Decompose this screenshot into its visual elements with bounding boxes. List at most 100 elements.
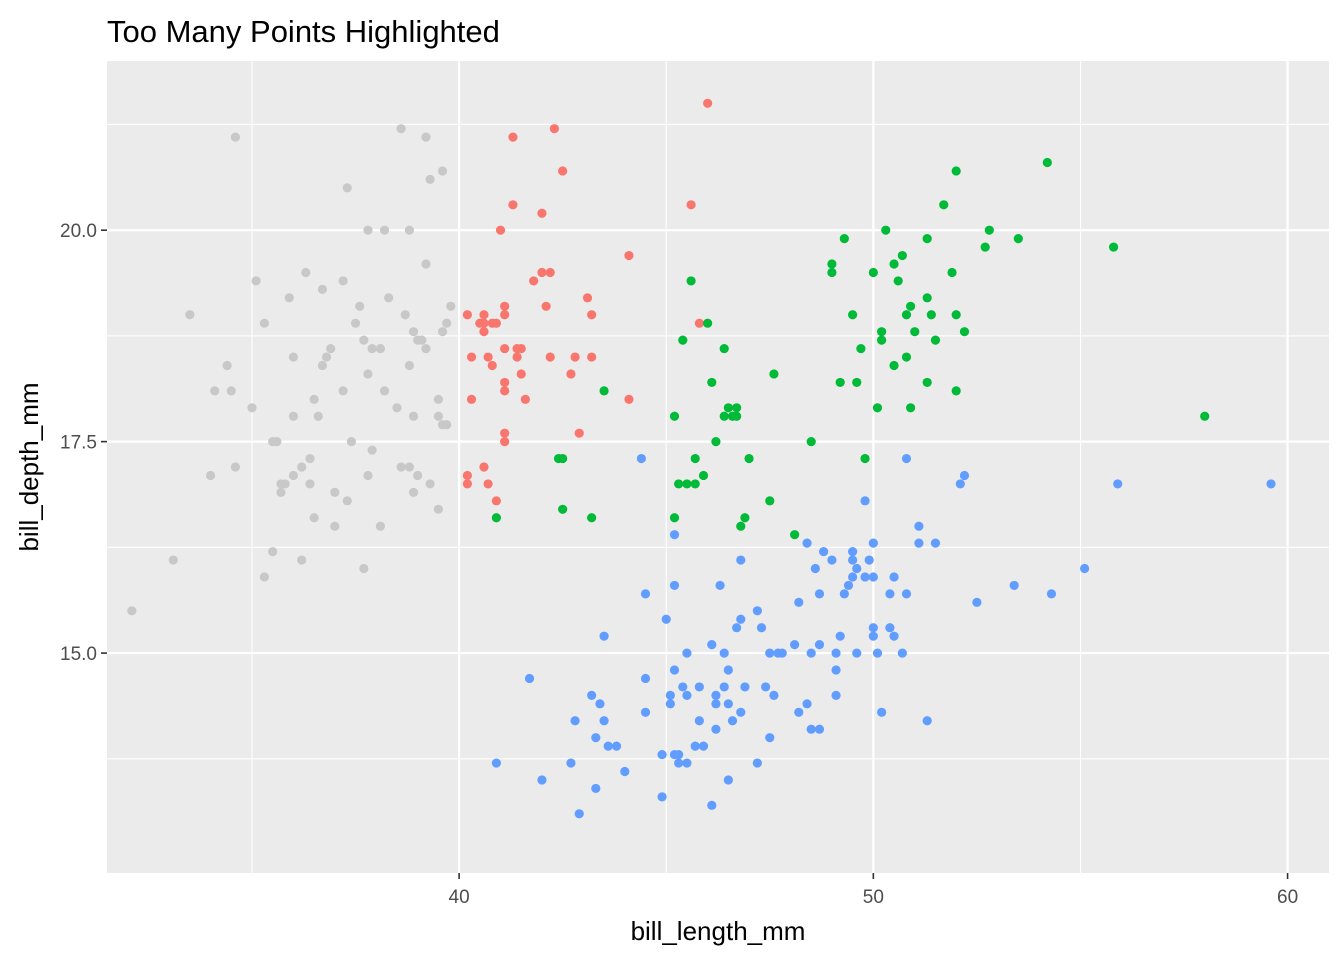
data-point — [259, 318, 270, 328]
data-point — [669, 530, 680, 540]
y-axis-title: bill_depth_mm — [14, 382, 44, 551]
data-point — [317, 284, 328, 294]
data-point — [777, 648, 787, 658]
data-point — [591, 733, 601, 743]
data-point — [1200, 411, 1210, 421]
data-point — [877, 327, 887, 337]
data-point — [433, 394, 443, 404]
data-point — [491, 318, 501, 328]
data-point — [404, 462, 414, 472]
data-point — [984, 225, 994, 235]
data-point — [545, 267, 555, 278]
major-gridlines — [107, 61, 1329, 873]
data-point — [736, 521, 746, 531]
data-point — [678, 335, 688, 345]
data-point — [574, 428, 584, 438]
data-point — [280, 479, 290, 489]
data-point — [587, 352, 597, 362]
data-point — [719, 682, 729, 692]
data-point — [860, 496, 870, 506]
data-point — [765, 496, 775, 506]
data-point — [384, 293, 394, 303]
data-point — [210, 386, 220, 396]
data-point — [288, 352, 299, 362]
data-point — [885, 623, 895, 633]
data-point — [1266, 479, 1276, 489]
data-point — [959, 470, 970, 481]
data-point — [1009, 580, 1019, 591]
data-point — [930, 538, 941, 548]
data-point — [703, 98, 713, 108]
data-point — [309, 394, 319, 404]
data-point — [723, 403, 733, 413]
data-point — [810, 563, 820, 574]
data-point — [848, 546, 858, 557]
data-point — [587, 513, 597, 523]
data-point — [558, 453, 568, 464]
data-point — [814, 724, 825, 734]
y-tick-label: 17.5 — [60, 433, 97, 454]
data-point — [930, 335, 941, 345]
data-point — [657, 792, 667, 802]
data-point — [678, 682, 688, 692]
data-point — [769, 369, 779, 379]
data-point — [694, 318, 704, 328]
data-point — [570, 352, 580, 362]
data-point — [897, 648, 907, 658]
data-point — [272, 437, 282, 447]
data-point — [500, 437, 510, 447]
data-point — [168, 555, 178, 565]
data-point — [367, 445, 377, 455]
data-point — [922, 234, 932, 244]
data-point — [848, 555, 858, 565]
data-point — [694, 716, 704, 726]
data-point — [740, 682, 750, 692]
data-point — [591, 783, 601, 794]
data-point — [624, 250, 634, 261]
data-point — [723, 775, 733, 785]
data-point — [520, 394, 530, 404]
data-point — [367, 343, 377, 354]
data-point — [732, 403, 742, 413]
data-point — [404, 225, 414, 235]
data-point — [901, 352, 912, 362]
data-point — [939, 200, 949, 210]
data-point — [284, 293, 294, 303]
data-point — [529, 276, 539, 286]
minor-gridlines — [107, 61, 1329, 873]
data-point — [408, 487, 419, 497]
data-point — [972, 597, 982, 607]
data-point — [379, 225, 390, 235]
data-point — [707, 640, 717, 650]
data-point — [852, 563, 862, 574]
data-point — [425, 479, 435, 489]
data-point — [860, 453, 870, 464]
plot-panel — [107, 61, 1329, 873]
data-point — [446, 301, 456, 311]
data-point — [313, 411, 323, 421]
data-point — [732, 623, 742, 633]
data-point — [980, 242, 990, 252]
data-point — [495, 225, 506, 235]
data-point — [483, 352, 493, 362]
data-point — [1042, 157, 1052, 168]
data-point — [185, 310, 195, 320]
data-point — [582, 293, 593, 303]
data-point — [437, 327, 448, 337]
data-point — [500, 310, 510, 320]
data-point — [856, 343, 866, 354]
data-point — [400, 310, 410, 320]
data-point — [868, 623, 878, 633]
data-point — [926, 310, 936, 320]
data-point — [408, 411, 419, 421]
data-point — [843, 580, 854, 591]
data-point — [620, 766, 630, 777]
data-point — [690, 453, 700, 464]
data-point — [901, 589, 912, 599]
data-point — [868, 631, 878, 641]
data-point — [806, 724, 816, 734]
data-point — [914, 538, 924, 548]
data-point — [897, 250, 907, 261]
data-point — [595, 699, 605, 709]
data-point — [636, 453, 646, 464]
